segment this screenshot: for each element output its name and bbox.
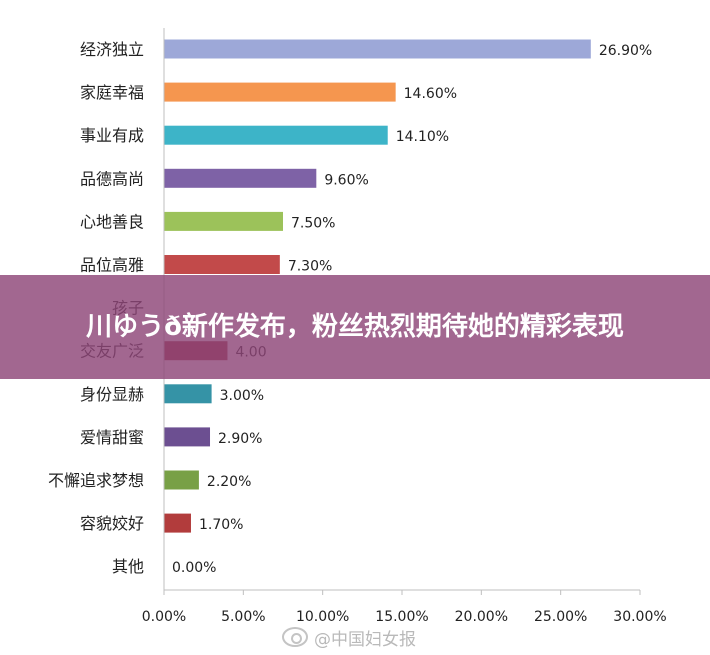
x-tick-label: 30.00%	[613, 609, 666, 625]
x-tick-label: 25.00%	[534, 609, 587, 625]
category-label: 事业有成	[80, 126, 144, 145]
value-label: 2.90%	[218, 431, 262, 447]
x-axis: 0.00% 5.00% 10.00% 15.00% 20.00% 25.00% 30.00%	[142, 28, 667, 625]
category-label: 品德高尚	[80, 169, 144, 188]
value-label: 7.30%	[288, 259, 332, 275]
value-label: 2.20%	[207, 474, 251, 490]
value-label: 14.10%	[396, 129, 449, 145]
value-label: 1.70%	[199, 517, 243, 533]
weibo-icon	[282, 627, 308, 647]
value-label: 26.90%	[599, 43, 652, 59]
category-label: 身份显赫	[80, 385, 144, 404]
bar	[164, 470, 199, 490]
category-label: 心地善良	[80, 212, 144, 231]
bar	[164, 39, 591, 59]
x-tick-label: 15.00%	[375, 609, 428, 625]
headline-text: 川ゆうð新作发布，粉丝热烈期待她的精彩表现	[86, 312, 624, 342]
category-label: 爱情甜蜜	[80, 428, 144, 447]
category-label: 不懈追求梦想	[48, 471, 144, 490]
category-label: 家庭幸福	[80, 83, 144, 102]
x-tick-label: 5.00%	[221, 609, 265, 625]
bar	[164, 211, 283, 231]
bar	[164, 384, 212, 404]
x-tick-label: 20.00%	[455, 609, 508, 625]
value-label: 0.00%	[172, 560, 216, 576]
bar	[164, 513, 191, 533]
value-label: 7.50%	[291, 215, 335, 231]
headline-banner: 川ゆうð新作发布，粉丝热烈期待她的精彩表现	[0, 275, 710, 379]
category-label: 品位高雅	[80, 256, 144, 275]
category-label: 其他	[112, 557, 144, 576]
category-label: 容貌姣好	[80, 514, 144, 533]
watermark: @中国妇女报	[282, 624, 416, 650]
category-label: 经济独立	[80, 40, 144, 59]
bar	[164, 427, 211, 447]
bar	[164, 255, 280, 274]
x-tick-label: 0.00%	[142, 609, 186, 625]
watermark-text: @中国妇女报	[314, 629, 416, 650]
value-label: 9.60%	[324, 172, 368, 188]
value-label: 3.00%	[220, 388, 264, 404]
value-label: 14.60%	[404, 86, 457, 102]
bar	[164, 125, 388, 145]
bar	[164, 82, 396, 102]
x-tick-label: 10.00%	[296, 609, 349, 625]
bar	[164, 168, 317, 188]
